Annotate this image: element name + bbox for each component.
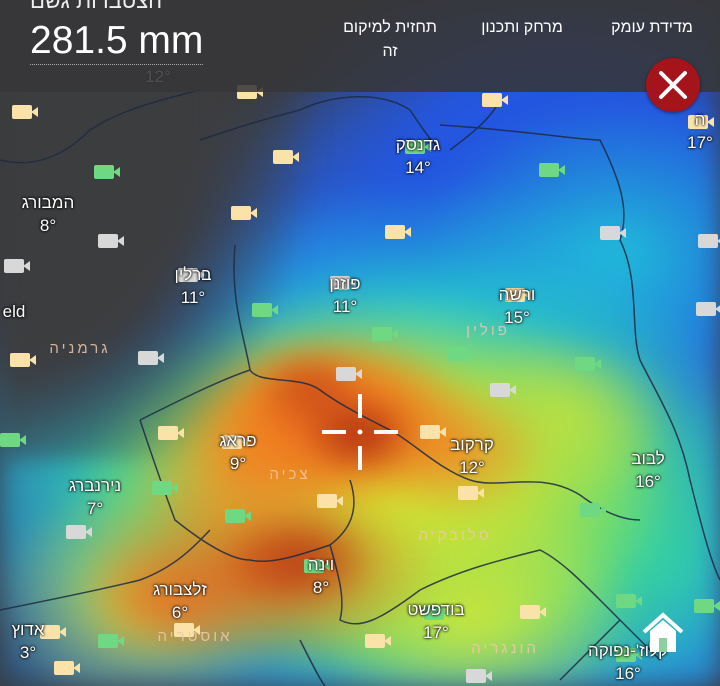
webcam-icon[interactable] xyxy=(0,433,26,447)
webcam-icon[interactable] xyxy=(600,226,626,240)
webcam-icon[interactable] xyxy=(54,661,80,675)
webcam-icon[interactable] xyxy=(304,559,330,573)
crosshair-icon[interactable] xyxy=(322,394,398,470)
webcam-icon[interactable] xyxy=(98,234,124,248)
webcam-icon[interactable] xyxy=(580,503,606,517)
city-temperature: 15° xyxy=(504,308,530,327)
city-temperature: 8° xyxy=(312,578,330,597)
header-panel: הצטברות גשם 281.5 mm מדידת עומק מרחק ותכ… xyxy=(0,0,720,92)
webcam-icon[interactable] xyxy=(330,276,356,290)
webcam-icon[interactable] xyxy=(490,383,516,397)
city-label[interactable]: פוזנן xyxy=(329,274,361,293)
header-title: הצטברות גשם xyxy=(30,0,163,13)
city-temperature: 16° xyxy=(615,664,641,683)
country-label: פולין xyxy=(466,322,510,339)
webcam-icon[interactable] xyxy=(98,634,124,648)
webcam-icon[interactable] xyxy=(178,268,204,282)
webcam-icon[interactable] xyxy=(458,486,484,500)
close-icon xyxy=(659,71,687,99)
webcam-icon[interactable] xyxy=(336,367,362,381)
webcam-icon[interactable] xyxy=(694,599,720,613)
webcam-icon[interactable] xyxy=(12,105,38,119)
webcam-icon[interactable] xyxy=(10,353,36,367)
webcam-icon[interactable] xyxy=(616,648,642,662)
city-label[interactable]: וינה xyxy=(307,555,335,574)
city-temperature: 17° xyxy=(687,133,713,152)
city-temperature: 11° xyxy=(180,288,206,307)
country-label: סלובקיה xyxy=(418,527,492,544)
country-label: אוסטריה xyxy=(157,628,233,645)
city-label[interactable]: אדוץ xyxy=(11,620,45,639)
webcam-icon[interactable] xyxy=(420,425,446,439)
city-temperature: 12° xyxy=(459,458,485,477)
webcam-icon[interactable] xyxy=(482,93,508,107)
button-label: מרחק ותכנון xyxy=(481,19,563,36)
webcam-icon[interactable] xyxy=(424,606,450,620)
city-label[interactable]: eld xyxy=(2,302,26,321)
city-label[interactable]: גדנסק xyxy=(395,135,441,154)
country-label: הונגריה xyxy=(471,640,539,657)
home-icon[interactable] xyxy=(640,610,686,656)
webcam-icon[interactable] xyxy=(273,150,299,164)
webcam-icon[interactable] xyxy=(138,351,164,365)
webcam-icon[interactable] xyxy=(539,163,565,177)
depth-measure-button[interactable]: מדידת עומק xyxy=(592,16,712,40)
webcam-icon[interactable] xyxy=(448,347,474,361)
accumulation-value[interactable]: 281.5 mm xyxy=(30,18,204,65)
city-temperature: 8° xyxy=(39,216,57,235)
webcam-icon[interactable] xyxy=(505,288,531,302)
webcam-icon[interactable] xyxy=(698,234,720,248)
city-temperature: 17° xyxy=(423,623,449,642)
webcam-icon[interactable] xyxy=(696,302,720,316)
city-temperature: 14° xyxy=(405,158,431,177)
webcam-icon[interactable] xyxy=(520,605,546,619)
webcam-icon[interactable] xyxy=(231,206,257,220)
webcam-icon[interactable] xyxy=(575,357,601,371)
city-label[interactable]: פראג xyxy=(219,431,257,450)
webcam-icon[interactable] xyxy=(405,140,431,154)
button-label: תחזית למיקום זה xyxy=(343,19,437,60)
webcam-icon[interactable] xyxy=(174,623,200,637)
webcam-icon[interactable] xyxy=(66,525,92,539)
city-label[interactable]: זלצבורג xyxy=(153,580,207,599)
city-temperature: 9° xyxy=(229,454,247,473)
city-temperature: 3° xyxy=(19,643,37,662)
webcam-icon[interactable] xyxy=(4,259,30,273)
country-label: צכיה xyxy=(269,466,311,483)
webcam-icon[interactable] xyxy=(688,115,714,129)
city-label[interactable]: לבוב xyxy=(631,449,665,468)
webcam-icon[interactable] xyxy=(225,509,251,523)
city-temperature: 11° xyxy=(332,297,358,316)
webcam-icon[interactable] xyxy=(466,669,492,683)
webcam-icon[interactable] xyxy=(365,634,391,648)
city-label[interactable]: ברלין xyxy=(174,265,212,284)
city-label[interactable]: קלוז'-נפוקה xyxy=(587,641,669,660)
webcam-icon[interactable] xyxy=(252,303,278,317)
city-temperature: 6° xyxy=(171,603,189,622)
city-label[interactable]: ורשה xyxy=(498,285,536,304)
distance-planning-button[interactable]: מרחק ותכנון xyxy=(462,16,582,40)
button-label: מדידת עומק xyxy=(611,19,693,36)
country-label: גרמניה xyxy=(49,340,111,357)
webcam-icon[interactable] xyxy=(40,625,66,639)
webcam-icon[interactable] xyxy=(222,435,248,449)
city-label[interactable]: בודפשט xyxy=(407,600,465,619)
webcam-icon[interactable] xyxy=(616,594,642,608)
city-temperature: 7° xyxy=(86,499,104,518)
webcam-icon[interactable] xyxy=(158,426,184,440)
webcam-icon[interactable] xyxy=(94,165,120,179)
city-label[interactable]: המבורג xyxy=(21,193,75,212)
webcam-icon[interactable] xyxy=(152,481,178,495)
webcam-icon[interactable] xyxy=(372,327,398,341)
city-label[interactable]: קרקוב xyxy=(450,435,494,454)
city-label[interactable]: ה xyxy=(694,110,706,129)
city-temperature: 16° xyxy=(635,472,661,491)
close-button[interactable] xyxy=(646,58,700,112)
webcam-icon[interactable] xyxy=(317,494,343,508)
location-forecast-button[interactable]: תחזית למיקום זה xyxy=(335,16,445,64)
city-label[interactable]: נירנברג xyxy=(68,476,122,495)
webcam-icon[interactable] xyxy=(385,225,411,239)
